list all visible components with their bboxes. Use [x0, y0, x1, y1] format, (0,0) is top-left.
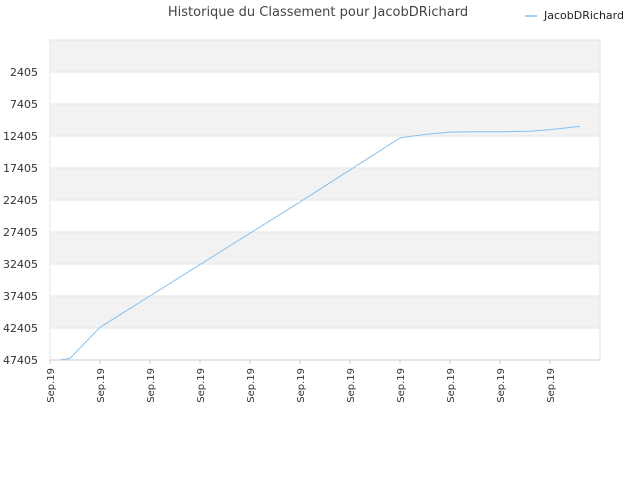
y-tick-label: 17405	[3, 162, 38, 175]
y-tick-label: 22405	[3, 194, 38, 207]
y-tick-label: 2405	[10, 66, 38, 79]
x-tick-label: Sep.19	[346, 368, 357, 403]
y-tick-label: 27405	[3, 226, 38, 239]
x-tick-label: Sep.19	[46, 368, 57, 403]
grid-band	[50, 232, 600, 264]
legend[interactable]: JacobDRichard	[525, 9, 624, 22]
y-tick-label: 12405	[3, 130, 38, 143]
x-tick-label: Sep.19	[496, 368, 507, 403]
y-tick-label: 7405	[10, 98, 38, 111]
grid-lines	[49, 39, 601, 361]
y-tick-label: 42405	[3, 322, 38, 335]
x-tick-label: Sep.19	[196, 368, 207, 403]
series-line	[59, 125, 581, 361]
grid-band	[50, 104, 600, 136]
x-axis: Sep.19 Sep.19 Sep.19 Sep.19 Sep.19 Sep.19 Sep.…	[46, 360, 557, 403]
chart-title: Historique du Classement pour JacobDRich…	[168, 5, 468, 20]
plot-background	[50, 40, 600, 328]
y-tick-label: 47405	[3, 354, 38, 367]
x-tick-label: Sep.19	[296, 368, 307, 403]
y-axis: 2405 7405 12405 17405 22405 27405 32405 37405 42…	[3, 66, 38, 367]
x-tick-label: Sep.19	[396, 368, 407, 403]
grid-band	[50, 296, 600, 328]
x-tick-label: Sep.19	[146, 368, 157, 403]
x-tick-label: Sep.19	[96, 368, 107, 403]
grid-band	[50, 168, 600, 200]
grid-band	[50, 40, 600, 72]
x-tick-label: Sep.19	[246, 368, 257, 403]
x-tick-label: Sep.19	[546, 368, 557, 403]
legend-label: JacobDRichard	[543, 9, 624, 22]
y-tick-label: 37405	[3, 290, 38, 303]
x-tick-label: Sep.19	[446, 368, 457, 403]
y-tick-label: 32405	[3, 258, 38, 271]
series-area	[59, 125, 581, 361]
